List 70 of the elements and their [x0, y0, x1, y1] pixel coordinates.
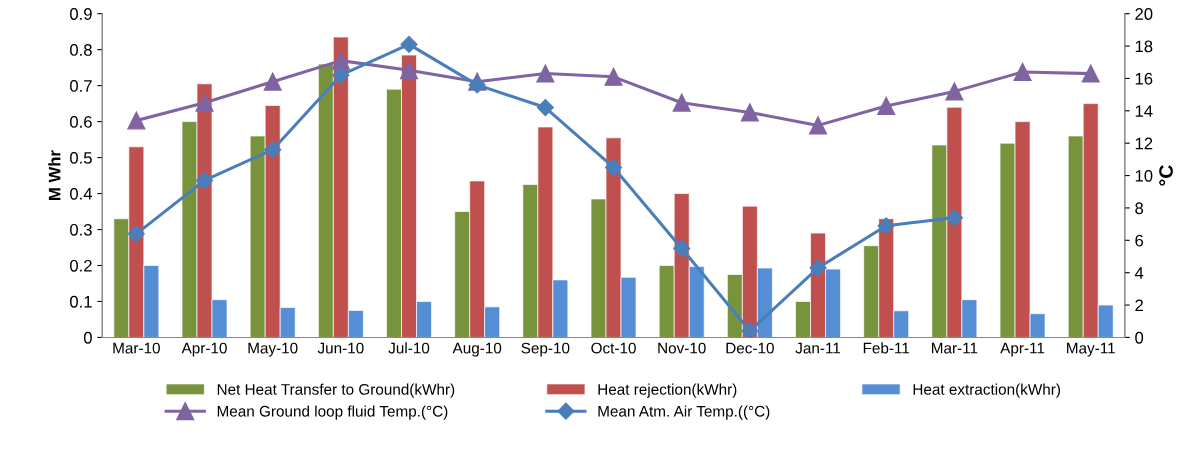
- x-tick-label: Aug-10: [452, 342, 502, 357]
- x-tick-label: Apr-11: [1000, 342, 1045, 357]
- x-tick-label: Mar-10: [113, 342, 160, 354]
- point: [195, 93, 214, 112]
- point: [332, 66, 350, 84]
- point: [195, 171, 214, 189]
- point: [263, 72, 282, 91]
- point: [604, 158, 623, 177]
- point: [673, 239, 691, 257]
- point: [400, 35, 418, 53]
- x-tick-label: Nov-10: [658, 342, 706, 354]
- x-tick-label: Dec-10: [726, 342, 774, 354]
- x-tick-label: Mar-11: [932, 342, 978, 354]
- y-tick-label: 0.2: [70, 259, 92, 272]
- point: [809, 116, 828, 135]
- point: [741, 322, 759, 338]
- y-tick-label: 0.6: [70, 116, 92, 128]
- y2-tick-label: 0: [1135, 331, 1144, 344]
- x-tick-label: Sep-10: [521, 342, 570, 357]
- x-tick-label: May-11: [1067, 342, 1115, 357]
- x-tick-label: Apr-10: [181, 342, 227, 357]
- point: [536, 99, 554, 117]
- legend-label: Heat extraction(kWhr): [913, 383, 1060, 398]
- point: [672, 93, 691, 112]
- y-tick-label: 0.7: [70, 80, 92, 92]
- legend-label: Net Heat Transfer to Ground(kWhr): [217, 383, 455, 398]
- x-tick-label: Feb-11: [863, 342, 910, 354]
- y-tick-label: 0.3: [70, 223, 92, 236]
- y2-tick-label: 6: [1135, 234, 1144, 247]
- legend-label: Heat rejection(kWhr): [598, 383, 737, 398]
- point: [399, 61, 419, 80]
- point: [1013, 62, 1032, 81]
- legend-label: Mean Ground loop fluid Temp.(°C): [217, 405, 448, 420]
- y-tick-label: 0.9: [70, 8, 92, 20]
- x-tick-label: Jan-11: [795, 342, 841, 354]
- x-tick-label: Oct-10: [591, 342, 636, 354]
- y2-tick-label: 8: [1135, 202, 1144, 215]
- y2-tick-label: 12: [1135, 137, 1153, 150]
- point: [740, 103, 759, 122]
- x-tick-label: Jul-10: [388, 342, 430, 354]
- y2-tick-label: 16: [1135, 72, 1153, 85]
- point: [877, 96, 896, 115]
- x-tick-label: Jun-10: [317, 342, 364, 354]
- y-tick-label: 0.8: [70, 44, 92, 56]
- point: [264, 141, 282, 159]
- point: [945, 209, 963, 227]
- y2-tick-label: 14: [1135, 105, 1153, 117]
- y2-axis-title: °C: [1159, 165, 1173, 186]
- y2-tick-label: 4: [1134, 267, 1144, 279]
- point: [468, 76, 486, 94]
- y2-tick-label: 10: [1135, 169, 1153, 182]
- point: [604, 67, 623, 86]
- y2-tick-label: 18: [1135, 40, 1153, 53]
- y-tick-label: 0.5: [70, 151, 92, 164]
- y-tick-label: 0.1: [70, 295, 92, 308]
- point: [536, 64, 555, 83]
- point: [127, 111, 146, 130]
- y-tick-label: 0: [83, 331, 92, 344]
- y2-tick-label: 2: [1135, 299, 1143, 312]
- y-tick-label: 0.4: [70, 187, 93, 200]
- point: [127, 225, 145, 243]
- point: [1081, 64, 1100, 83]
- point: [877, 217, 895, 235]
- legend-label: Mean Atm. Air Temp.((°C): [598, 405, 770, 420]
- y-axis-title: M Whr: [48, 150, 61, 200]
- y2-tick-label: 20: [1135, 8, 1153, 20]
- point: [331, 51, 350, 70]
- x-tick-label: May-10: [248, 342, 298, 357]
- point: [945, 82, 964, 101]
- point: [809, 259, 827, 277]
